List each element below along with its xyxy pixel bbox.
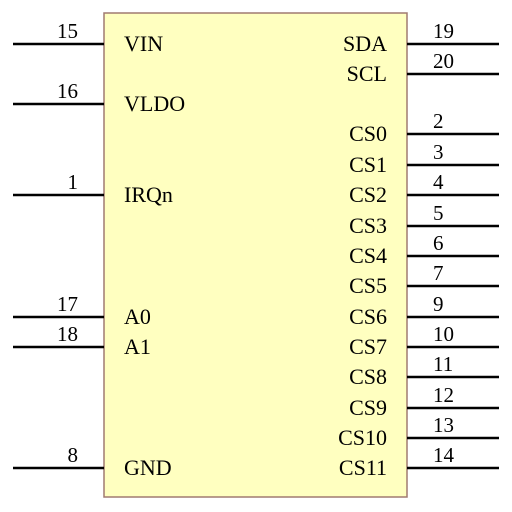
pin-label-cs0: CS0 [349,121,387,146]
pin-cs2: 4 CS2 [349,170,499,207]
pin-scl: 20 SCL [347,49,499,86]
pin-irqn: 1 IRQn [13,170,173,207]
pin-cs0: 2 CS0 [349,109,499,146]
pin-cs4: 6 CS4 [349,231,499,268]
pin-cs9: 12 CS9 [349,383,499,420]
pin-number-cs11: 14 [433,443,455,467]
pin-sda: 19 SDA [343,19,499,56]
pin-number-vin: 15 [57,19,78,43]
pin-number-gnd: 8 [68,443,79,467]
right-pin-group: 19SDA20SCL2CS03CS14CS25CS36CS47CS59CS610… [338,19,499,480]
pin-number-cs3: 5 [433,201,444,225]
pin-label-a0: A0 [124,304,151,329]
pin-number-cs1: 3 [433,140,444,164]
pin-cs5: 7 CS5 [349,261,499,298]
pin-label-scl: SCL [347,61,387,86]
pin-number-a0: 17 [57,292,78,316]
chip-body [103,12,408,498]
pin-number-cs8: 11 [433,352,453,376]
left-pin-group: 15 VIN 16 VLDO 1 IRQn 17 A0 18 A1 8 GND [13,19,185,480]
pin-number-cs0: 2 [433,109,444,133]
pin-label-cs5: CS5 [349,273,387,298]
pin-number-cs10: 13 [433,413,454,437]
pin-number-cs5: 7 [433,261,444,285]
pin-label-gnd: GND [124,455,172,480]
pin-number-a1: 18 [57,322,78,346]
pin-label-cs4: CS4 [349,243,387,268]
pin-cs1: 3 CS1 [349,140,499,177]
pin-cs8: 11 CS8 [349,352,499,389]
pin-label-vldo: VLDO [124,91,185,116]
pin-cs6: 9 CS6 [349,292,499,329]
pin-number-cs7: 10 [433,322,454,346]
pin-number-cs2: 4 [433,170,444,194]
pin-label-a1: A1 [124,334,151,359]
pin-label-sda: SDA [343,31,387,56]
pin-cs7: 10 CS7 [349,322,499,359]
pin-number-cs6: 9 [433,292,444,316]
pin-number-sda: 19 [433,19,454,43]
pin-label-cs2: CS2 [349,182,387,207]
pin-number-cs4: 6 [433,231,444,255]
pin-vin: 15 VIN [13,19,163,56]
pin-label-cs10: CS10 [338,425,387,450]
pin-number-cs9: 12 [433,383,454,407]
pin-number-scl: 20 [433,49,454,73]
pin-number-vldo: 16 [57,79,78,103]
pin-label-cs9: CS9 [349,395,387,420]
pin-vldo: 16 VLDO [13,79,185,116]
pin-cs11: 14 CS11 [339,443,499,480]
pin-a0: 17 A0 [13,292,151,329]
pin-cs3: 5 CS3 [349,201,499,238]
pin-label-vin: VIN [124,31,163,56]
pin-number-irqn: 1 [68,170,79,194]
pin-label-cs7: CS7 [349,334,387,359]
pin-gnd: 8 GND [13,443,172,480]
pin-cs10: 13 CS10 [338,413,499,450]
pin-label-cs8: CS8 [349,364,387,389]
pin-label-cs11: CS11 [339,455,387,480]
pin-label-irqn: IRQn [124,182,173,207]
pin-label-cs1: CS1 [349,152,387,177]
pin-label-cs6: CS6 [349,304,387,329]
pin-a1: 18 A1 [13,322,151,359]
pin-label-cs3: CS3 [349,213,387,238]
